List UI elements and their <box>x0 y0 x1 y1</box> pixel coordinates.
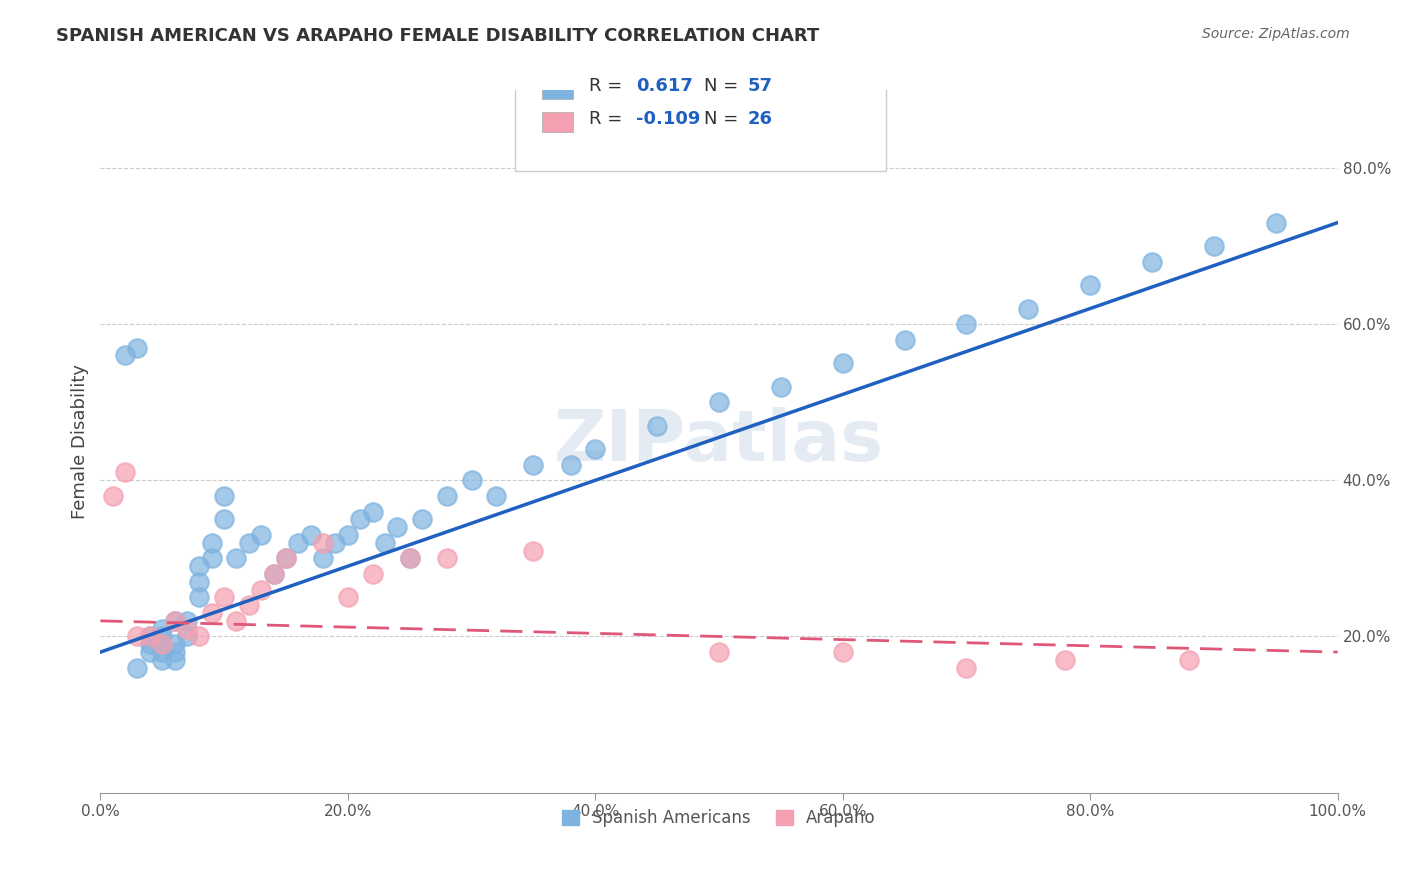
Point <box>101 489 124 503</box>
Point <box>163 637 186 651</box>
Point <box>201 606 224 620</box>
Point <box>274 551 297 566</box>
Point <box>201 535 224 549</box>
Point <box>436 551 458 566</box>
Legend: Spanish Americans, Arapaho: Spanish Americans, Arapaho <box>555 802 883 833</box>
Point <box>299 528 322 542</box>
Point <box>114 466 136 480</box>
Point <box>188 574 211 589</box>
Point <box>188 559 211 574</box>
Point <box>387 520 409 534</box>
Point <box>349 512 371 526</box>
Text: Source: ZipAtlas.com: Source: ZipAtlas.com <box>1202 27 1350 41</box>
Point <box>398 551 420 566</box>
Text: -0.109: -0.109 <box>636 111 700 128</box>
Point <box>163 614 186 628</box>
Point <box>560 458 582 472</box>
Point <box>188 630 211 644</box>
FancyBboxPatch shape <box>543 112 574 132</box>
Text: N =: N = <box>704 78 744 95</box>
Point <box>411 512 433 526</box>
Point <box>361 567 384 582</box>
Point <box>250 528 273 542</box>
Text: 57: 57 <box>748 78 772 95</box>
Point <box>188 591 211 605</box>
Point <box>707 645 730 659</box>
Point <box>707 395 730 409</box>
Point <box>336 591 359 605</box>
Point <box>114 348 136 362</box>
Point <box>238 535 260 549</box>
Point <box>176 614 198 628</box>
Point <box>139 630 162 644</box>
Point <box>263 567 285 582</box>
Point <box>325 535 347 549</box>
Point <box>176 630 198 644</box>
Point <box>201 551 224 566</box>
Point <box>522 458 544 472</box>
Point <box>1078 278 1101 293</box>
Point <box>163 653 186 667</box>
Point <box>127 630 149 644</box>
Point <box>238 599 260 613</box>
Point <box>150 653 173 667</box>
Point <box>1017 301 1039 316</box>
Point <box>955 661 977 675</box>
Point <box>645 418 668 433</box>
Point <box>163 645 186 659</box>
Text: R =: R = <box>589 78 628 95</box>
Point <box>374 535 396 549</box>
FancyBboxPatch shape <box>543 79 574 99</box>
Text: ZIPatlas: ZIPatlas <box>554 407 884 475</box>
Point <box>831 356 853 370</box>
Point <box>225 614 247 628</box>
Point <box>436 489 458 503</box>
Point <box>398 551 420 566</box>
Point <box>212 591 235 605</box>
Point <box>127 341 149 355</box>
Point <box>312 551 335 566</box>
Text: N =: N = <box>704 111 744 128</box>
Y-axis label: Female Disability: Female Disability <box>72 364 89 519</box>
Point <box>176 622 198 636</box>
Point <box>1202 239 1225 253</box>
Point <box>150 645 173 659</box>
Point <box>139 630 162 644</box>
Point <box>150 630 173 644</box>
Point <box>127 661 149 675</box>
Point <box>139 637 162 651</box>
Point <box>150 637 173 651</box>
Point <box>312 535 335 549</box>
Point <box>336 528 359 542</box>
Point <box>1264 216 1286 230</box>
Point <box>212 489 235 503</box>
Point <box>485 489 508 503</box>
Point <box>263 567 285 582</box>
Text: SPANISH AMERICAN VS ARAPAHO FEMALE DISABILITY CORRELATION CHART: SPANISH AMERICAN VS ARAPAHO FEMALE DISAB… <box>56 27 820 45</box>
Text: R =: R = <box>589 111 628 128</box>
Point <box>522 543 544 558</box>
Text: 26: 26 <box>748 111 772 128</box>
Point <box>274 551 297 566</box>
Point <box>583 442 606 456</box>
Point <box>769 379 792 393</box>
FancyBboxPatch shape <box>515 65 886 170</box>
Point <box>250 582 273 597</box>
Point <box>212 512 235 526</box>
Point <box>150 622 173 636</box>
Point <box>831 645 853 659</box>
Point <box>225 551 247 566</box>
Point <box>287 535 309 549</box>
Point <box>150 637 173 651</box>
Point <box>955 317 977 331</box>
Point <box>1054 653 1077 667</box>
Point <box>1140 254 1163 268</box>
Point <box>1178 653 1201 667</box>
Text: 0.617: 0.617 <box>636 78 693 95</box>
Point <box>893 333 915 347</box>
Point <box>139 645 162 659</box>
Point <box>361 504 384 518</box>
Point <box>163 614 186 628</box>
Point <box>460 473 482 487</box>
